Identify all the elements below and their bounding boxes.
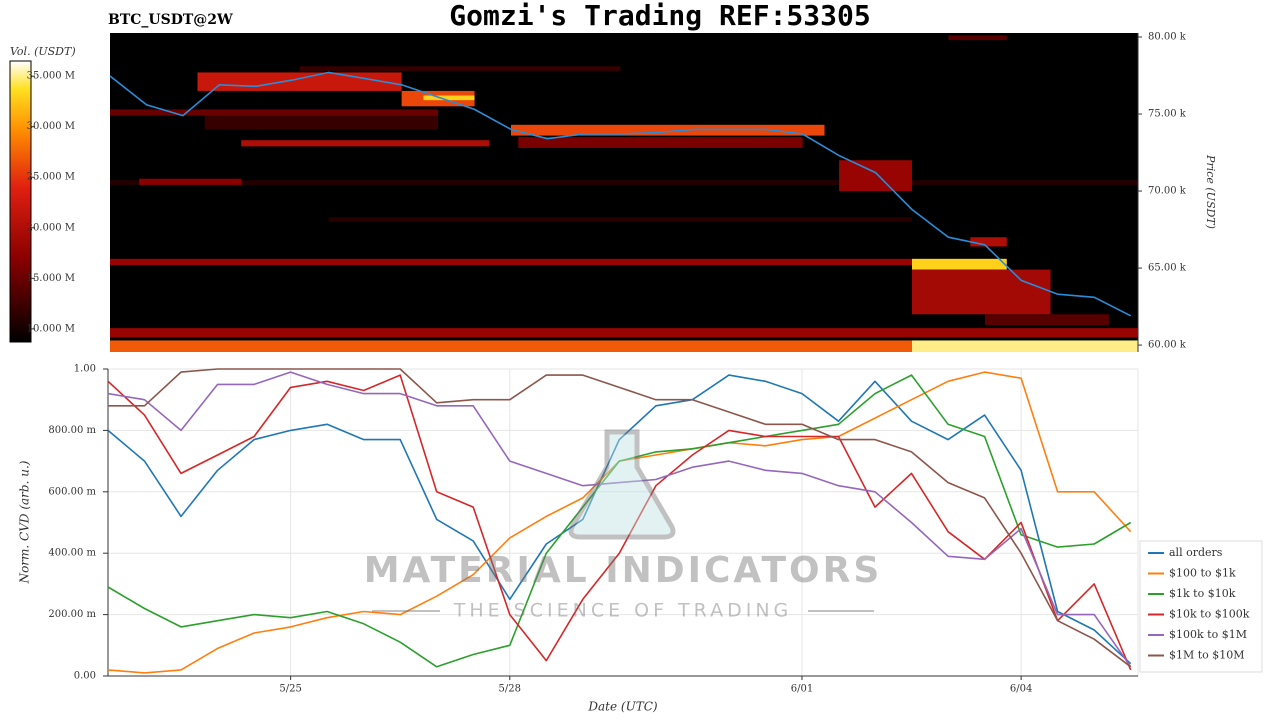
colorbar-tick-label: 25.000 M: [27, 172, 75, 183]
plot-background: [107, 368, 1139, 677]
colorbar-tick-label: 20.000 M: [27, 222, 75, 233]
series-line: [107, 374, 1132, 665]
watermark-flask: [568, 429, 676, 540]
x-tick-label: 6/04: [1010, 684, 1032, 695]
legend-label: $1k to $10k: [1169, 587, 1236, 600]
price-line: [109, 71, 1132, 317]
y-tick-label: 70.00 k: [1148, 186, 1187, 197]
heatmap-cell: [110, 258, 912, 265]
heatmap-cell: [139, 178, 242, 185]
legend-label: $1M to $10M: [1169, 649, 1245, 662]
y-tick-label: 200.00 m: [48, 609, 96, 620]
y-tick-label: 1.00: [74, 364, 96, 375]
heatmap-cell: [110, 328, 1138, 338]
colorbar-label: Vol. (USDT): [10, 45, 76, 58]
y-tick-label: 400.00 m: [48, 548, 96, 559]
watermark-subtitle: THE SCIENCE OF TRADING: [453, 600, 793, 622]
heatmap-cell: [518, 137, 803, 148]
heatmap-cell: [197, 72, 402, 91]
legend-box: [1139, 540, 1263, 673]
chart-title: Gomzi's Trading REF:53305: [449, 0, 870, 32]
heatmap-cell: [423, 95, 475, 101]
heatmap-cell: [328, 217, 912, 222]
colorbar-tick-label: 10.000 M: [27, 323, 75, 334]
y-tick-label: 80.00 k: [1148, 32, 1187, 43]
x-tick-label: 6/01: [791, 684, 813, 695]
colorbar-tick-label: 30.000 M: [27, 121, 75, 132]
series-line: [107, 374, 1132, 668]
heatmap-cell: [510, 124, 825, 136]
heatmap-cell: [204, 114, 439, 130]
colorbar-tick-label: 15.000 M: [27, 273, 75, 284]
heatmap-cell: [911, 269, 1051, 315]
x-tick-label: 5/25: [279, 684, 301, 695]
x-axis-label: Date (UTC): [587, 700, 657, 714]
y-tick-label: 60.00 k: [1148, 340, 1187, 351]
heatmap-cell: [241, 140, 490, 147]
series-line: [107, 374, 1132, 671]
legend-label: $10k to $100k: [1169, 608, 1250, 621]
legend-label: $100 to $1k: [1169, 567, 1236, 580]
colorbar: [9, 60, 32, 343]
watermark: MATERIAL INDICATORS THE SCIENCE OF TRADIN…: [364, 429, 883, 622]
heatmap-cell: [911, 258, 1007, 270]
series-line: [108, 368, 1132, 668]
series-line: [107, 371, 1132, 668]
y-tick-label: 800.00 m: [48, 425, 96, 436]
heatmap-cell: [911, 340, 1138, 352]
watermark-title: MATERIAL INDICATORS: [364, 550, 883, 591]
y-tick-label: 0.00: [74, 671, 96, 682]
heatmap-cell: [948, 35, 1007, 41]
y-tick-label: 75.00 k: [1148, 109, 1187, 120]
heatmap-cell: [970, 237, 1007, 247]
y-tick-label: 65.00 k: [1148, 263, 1187, 274]
y-tick-label: 600.00 m: [48, 486, 96, 497]
y-axis-label: Norm. CVD (arb. u.): [18, 460, 32, 584]
legend-label: $100k to $1M: [1169, 628, 1247, 641]
heatmap-cell: [299, 66, 621, 71]
heatmap-cell: [110, 340, 912, 352]
heatmap-cell: [839, 160, 912, 192]
chart-subtitle: BTC_USDT@2W: [108, 12, 233, 28]
colorbar-tick-label: 35.000 M: [27, 71, 75, 82]
heatmap-cell: [984, 314, 1109, 326]
heatmap-cell: [110, 180, 1138, 185]
y-axis-label: Price (USDT): [1204, 154, 1217, 229]
heatmap-cell: [110, 109, 439, 116]
x-tick-label: 5/28: [499, 684, 521, 695]
legend-label: all orders: [1169, 546, 1223, 559]
